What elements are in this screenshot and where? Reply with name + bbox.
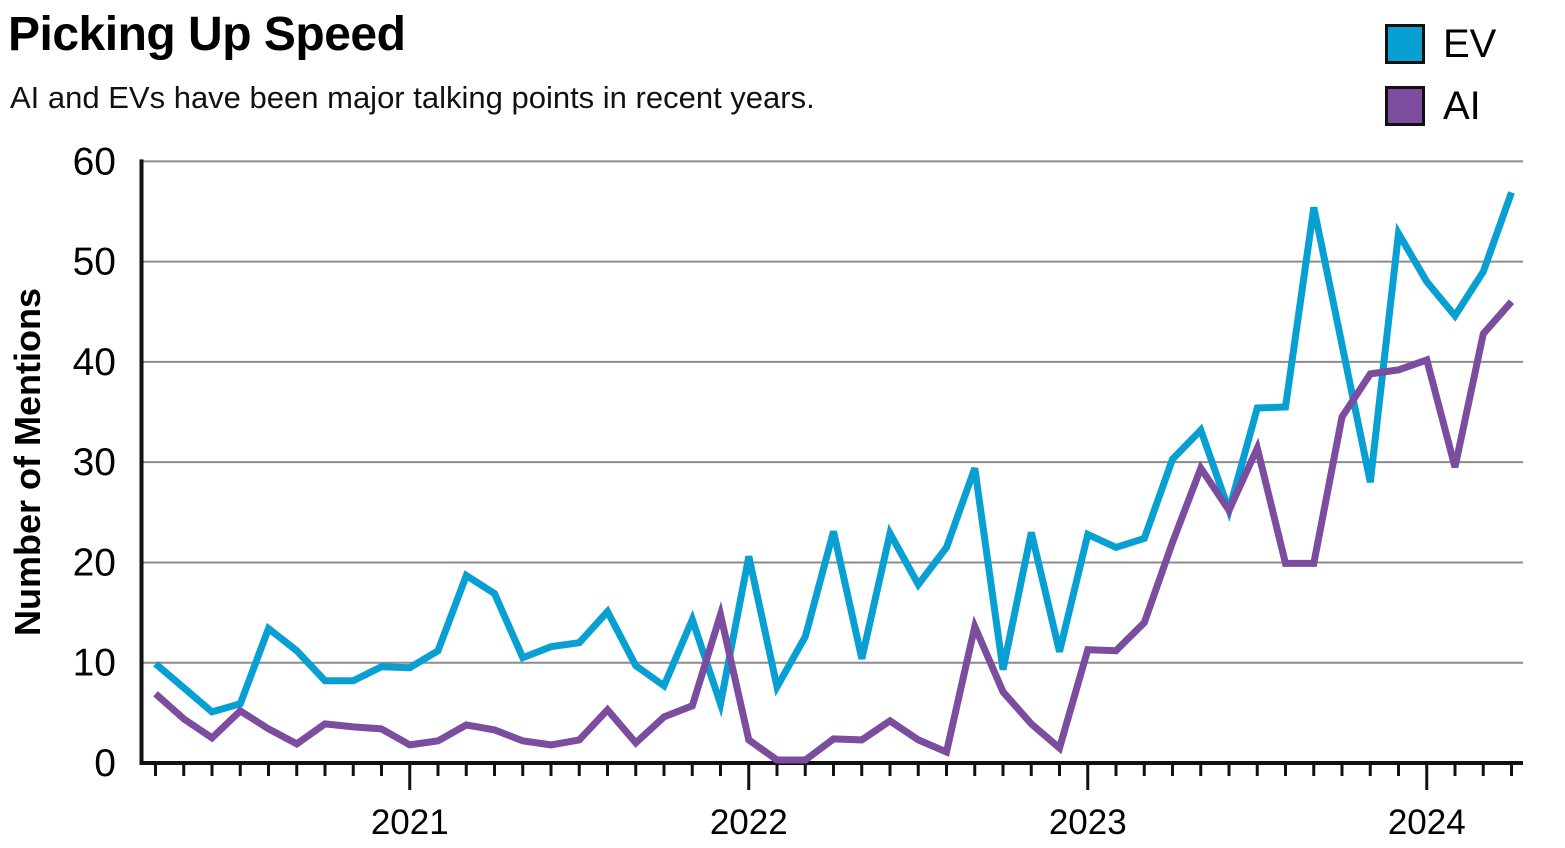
x-tick-label: 2023 xyxy=(1049,803,1127,842)
y-tick-label: 40 xyxy=(73,341,116,384)
ai-line xyxy=(153,299,1515,764)
x-tick-label: 2022 xyxy=(710,803,788,842)
x-tick-label: 2024 xyxy=(1388,803,1466,842)
y-tick-label: 60 xyxy=(73,140,116,183)
legend-item-ev: EV xyxy=(1385,24,1496,64)
legend-label-ev: EV xyxy=(1443,22,1497,66)
legend-label-ai: AI xyxy=(1443,84,1481,128)
ai-swatch-icon xyxy=(1385,86,1425,126)
page-title: Picking Up Speed xyxy=(8,8,406,61)
y-tick-label: 30 xyxy=(73,441,116,484)
page-subtitle: AI and EVs have been major talking point… xyxy=(10,80,815,115)
ev-line xyxy=(153,191,1515,718)
y-tick-label: 10 xyxy=(73,642,116,685)
y-tick-label: 50 xyxy=(73,241,116,284)
y-axis-title: Number of Mentions xyxy=(7,288,48,636)
ev-swatch-icon xyxy=(1385,24,1425,64)
y-tick-label: 0 xyxy=(94,742,116,785)
y-tick-label: 20 xyxy=(73,541,116,584)
x-tick-label: 2021 xyxy=(371,803,449,842)
legend: EV AI xyxy=(1385,24,1496,126)
legend-item-ai: AI xyxy=(1385,86,1496,126)
